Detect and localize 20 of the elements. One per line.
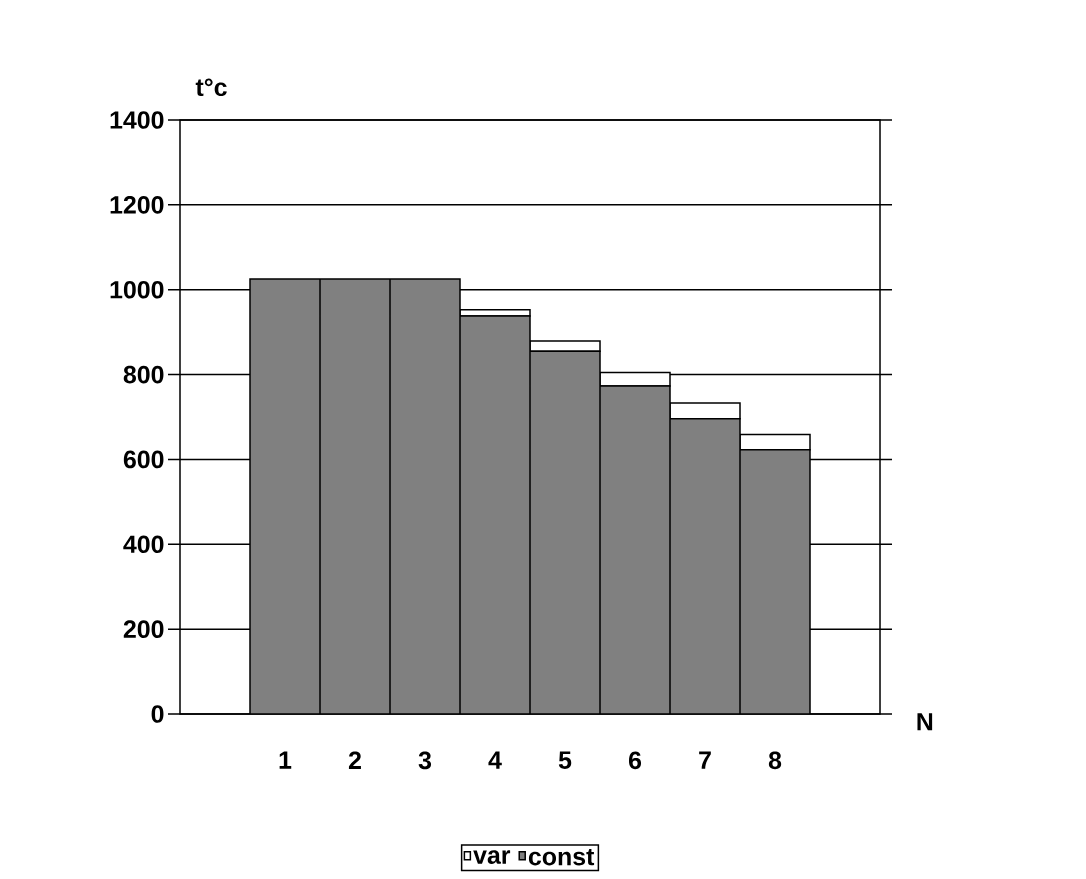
y-tick-label: 0	[151, 705, 164, 723]
x-tick-label: 2	[348, 751, 361, 769]
x-tick-label: 3	[418, 751, 432, 770]
y-tick-label: 1400	[110, 111, 164, 129]
x-tick-label: 1	[279, 751, 292, 769]
y-tick-label: 1200	[110, 196, 164, 214]
y-tick-label: 800	[123, 365, 164, 384]
x-tick-label: 8	[768, 751, 782, 770]
legend-label: const	[528, 848, 595, 866]
legend-label: var	[473, 850, 511, 864]
y-tick-label: 200	[123, 620, 164, 638]
y-tick-label: 1000	[110, 280, 164, 299]
y-axis-title: t°c	[195, 78, 227, 97]
x-tick-label: 4	[488, 751, 502, 769]
y-tick-label: 400	[123, 535, 164, 554]
y-tick-label: 600	[123, 450, 164, 469]
x-tick-label: 7	[699, 751, 711, 769]
x-tick-label: 6	[628, 751, 642, 770]
x-tick-label: 5	[558, 751, 572, 769]
x-axis-title: N	[917, 713, 933, 731]
